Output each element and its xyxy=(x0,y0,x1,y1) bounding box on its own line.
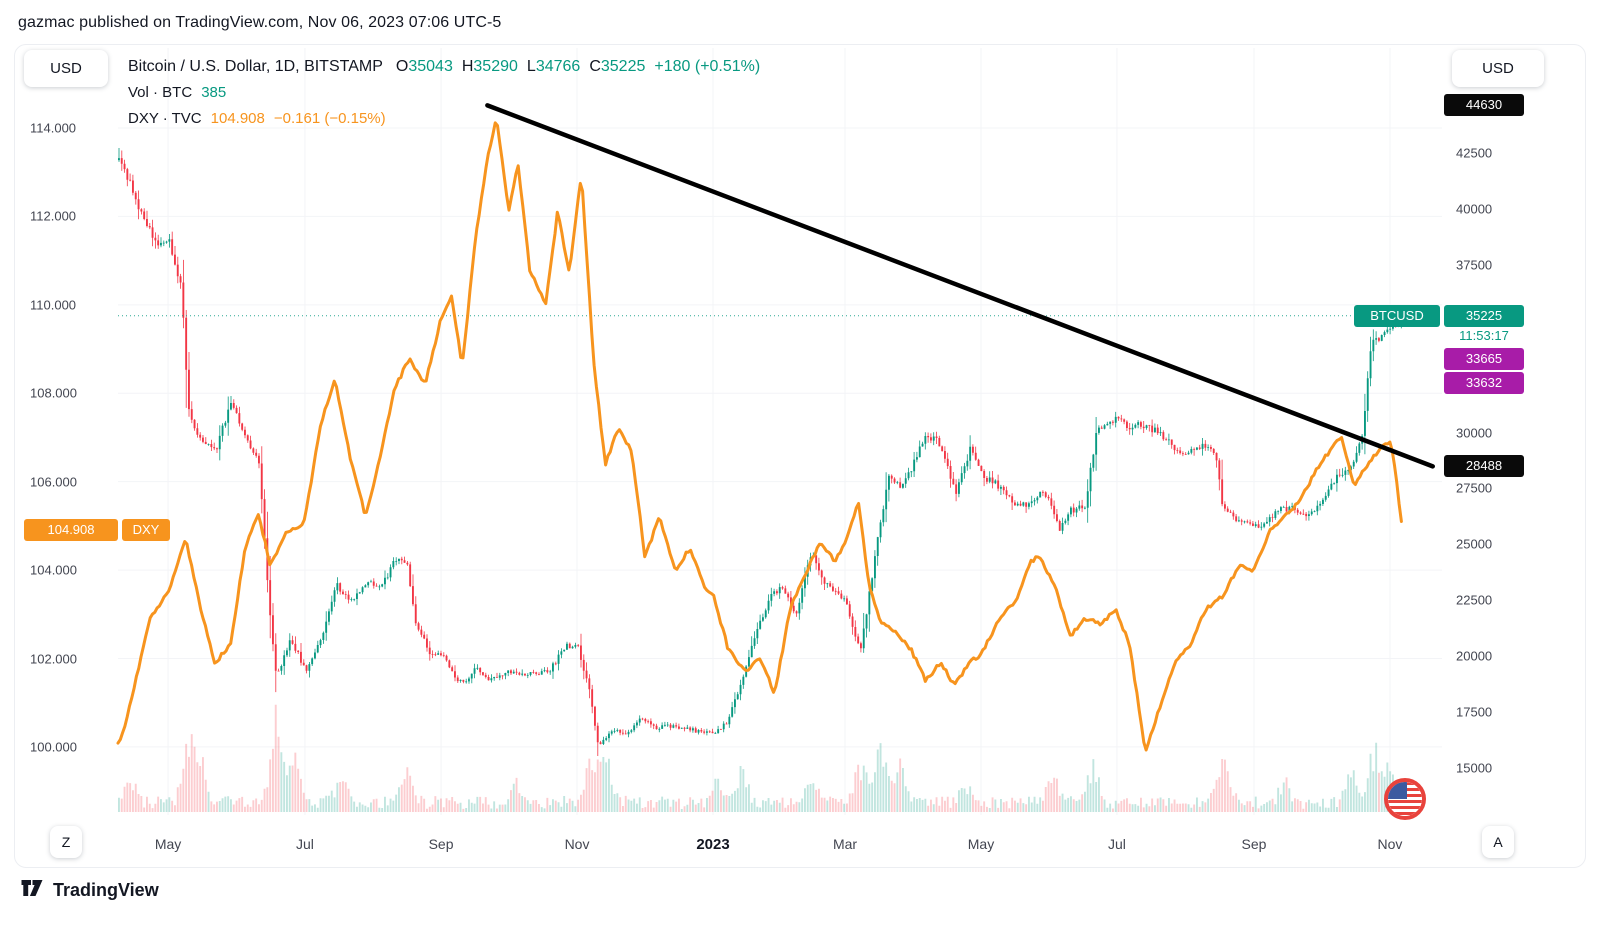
open-label: O xyxy=(395,58,409,75)
ohlc-values: O35043 H35290 L34766 C35225 +180 (+0.51%) xyxy=(387,58,760,75)
low-label: L xyxy=(526,58,536,75)
high-value: 35290 xyxy=(473,58,518,75)
tradingview-footer: TradingView xyxy=(20,876,159,905)
dxy-label: DXY · TVC xyxy=(128,110,202,127)
candle-bodies-up xyxy=(118,158,1403,745)
volume-row: Vol · BTC 385 xyxy=(128,80,760,106)
auto-scale-button[interactable]: A xyxy=(1482,826,1514,858)
right-scale-currency-button[interactable]: USD xyxy=(1452,50,1544,87)
timezone-button[interactable]: Z xyxy=(50,826,82,858)
candle-wicks-down xyxy=(121,150,1397,756)
volume-bars-up xyxy=(118,742,1403,812)
tradingview-logo-icon xyxy=(20,876,44,905)
close-label: C xyxy=(589,58,601,75)
symbol-title: Bitcoin / U.S. Dollar, 1D, BITSTAMP xyxy=(128,58,383,75)
publish-header: gazmac published on TradingView.com, Nov… xyxy=(18,14,501,32)
close-value: 35225 xyxy=(600,58,646,75)
dxy-value: 104.908 xyxy=(210,110,265,127)
volume-bars-down xyxy=(120,704,1397,812)
volume-label: Vol · BTC xyxy=(128,84,193,101)
open-value: 35043 xyxy=(408,58,453,75)
us-flag-icon xyxy=(1384,778,1426,820)
low-value: 34766 xyxy=(535,58,581,75)
volume-value: 385 xyxy=(201,84,227,101)
symbol-row: Bitcoin / U.S. Dollar, 1D, BITSTAMP O3504… xyxy=(128,54,760,80)
candle-wicks-up xyxy=(118,148,1402,745)
left-scale-currency-button[interactable]: USD xyxy=(24,50,108,87)
tradingview-brand: TradingView xyxy=(53,880,159,900)
dxy-line xyxy=(116,121,1403,752)
flag-canton xyxy=(1388,782,1407,799)
chart-legend: Bitcoin / U.S. Dollar, 1D, BITSTAMP O3504… xyxy=(128,54,760,132)
high-label: H xyxy=(461,58,474,75)
change-value: +180 (+0.51%) xyxy=(654,58,761,75)
publisher-text: gazmac published on TradingView.com, Nov… xyxy=(18,14,502,31)
candle-bodies-down xyxy=(120,158,1397,745)
chart-card-border xyxy=(14,44,1586,868)
dxy-change: −0.161 (−0.15%) xyxy=(273,110,386,127)
dxy-row: DXY · TVC 104.908 −0.161 (−0.15%) xyxy=(128,106,760,132)
descending-trendline xyxy=(485,103,1435,469)
